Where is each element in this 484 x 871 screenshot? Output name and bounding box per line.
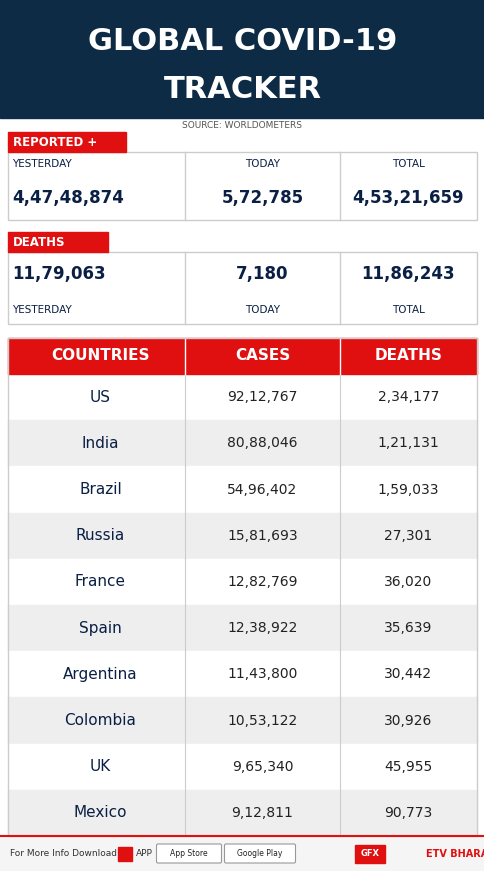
Bar [8,466,476,513]
Text: 27,301: 27,301 [384,529,432,543]
Text: US: US [90,389,111,405]
Text: GLOBAL COVID-19: GLOBAL COVID-19 [88,28,396,57]
Text: GFX: GFX [360,849,378,858]
Text: 30,926: 30,926 [383,713,432,727]
Text: Brazil: Brazil [79,482,121,497]
Text: 2,34,177: 2,34,177 [377,390,439,404]
Text: DEATHS: DEATHS [374,348,441,363]
Bar [8,338,476,374]
Bar [8,338,476,836]
Text: TODAY: TODAY [244,159,279,169]
Text: 4,47,48,874: 4,47,48,874 [12,189,123,207]
Bar [354,845,384,862]
Text: 1,21,131: 1,21,131 [377,436,439,450]
Text: 1,59,033: 1,59,033 [377,483,439,496]
Text: 9,12,811: 9,12,811 [231,806,293,820]
Text: Colombia: Colombia [64,713,136,728]
Text: 36,020: 36,020 [384,575,432,589]
Text: 4,53,21,659: 4,53,21,659 [352,189,463,207]
FancyBboxPatch shape [156,844,221,863]
Text: UK: UK [90,760,111,774]
Text: 35,639: 35,639 [383,621,432,635]
Bar [8,559,476,605]
Bar [8,374,476,420]
Text: COUNTRIES: COUNTRIES [51,348,150,363]
Text: 11,86,243: 11,86,243 [361,265,454,283]
Text: 54,96,402: 54,96,402 [227,483,297,496]
Text: YESTERDAY: YESTERDAY [12,159,72,169]
Text: Google Play: Google Play [237,849,282,858]
Text: 10,53,122: 10,53,122 [227,713,297,727]
Bar [8,744,476,790]
Bar [8,252,476,324]
Bar [8,652,476,698]
Bar [8,232,108,252]
Text: 12,38,922: 12,38,922 [227,621,297,635]
Text: Mexico: Mexico [74,806,127,820]
Text: 9,65,340: 9,65,340 [231,760,293,773]
Text: 90,773: 90,773 [384,806,432,820]
Text: 5,72,785: 5,72,785 [221,189,303,207]
Text: France: France [75,574,126,590]
Text: TODAY: TODAY [244,305,279,315]
Text: SOURCE: WORLDOMETERS: SOURCE: WORLDOMETERS [182,120,302,130]
Text: YESTERDAY: YESTERDAY [12,305,72,315]
Bar [8,132,126,152]
Text: Russia: Russia [76,528,125,544]
Text: TOTAL: TOTAL [391,305,424,315]
Text: 45,955: 45,955 [384,760,432,773]
FancyBboxPatch shape [224,844,295,863]
Bar [0,836,484,871]
Text: Spain: Spain [79,621,121,636]
Text: 11,43,800: 11,43,800 [227,667,297,681]
Text: Argentina: Argentina [63,667,137,682]
Bar [0,0,484,118]
Text: CASES: CASES [234,348,289,363]
Bar [8,698,476,744]
Text: TOTAL: TOTAL [391,159,424,169]
Text: 80,88,046: 80,88,046 [227,436,297,450]
Text: REPORTED +: REPORTED + [13,136,97,148]
Text: 15,81,693: 15,81,693 [227,529,297,543]
Text: 92,12,767: 92,12,767 [227,390,297,404]
Bar [8,790,476,836]
Bar [8,513,476,559]
Bar [8,605,476,652]
Text: 30,442: 30,442 [384,667,432,681]
Bar [8,152,476,220]
Text: ETV BHARAT: ETV BHARAT [425,848,484,859]
Text: 12,82,769: 12,82,769 [227,575,297,589]
Bar [8,420,476,466]
Text: TRACKER: TRACKER [163,76,321,105]
Text: APP: APP [136,849,152,858]
Bar [118,847,132,861]
Text: For More Info Download: For More Info Download [10,849,117,858]
Text: 7,180: 7,180 [236,265,288,283]
Text: DEATHS: DEATHS [13,235,65,248]
Text: App Store: App Store [170,849,207,858]
Text: 11,79,063: 11,79,063 [12,265,106,283]
Text: India: India [82,436,119,451]
